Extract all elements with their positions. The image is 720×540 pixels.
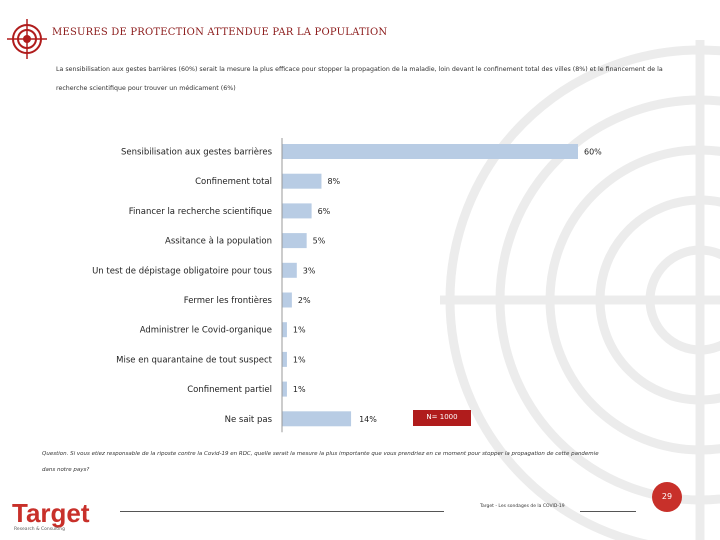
category-label-1: Sensibilisation aux gestes barrières (121, 147, 273, 158)
category-label-2: Confinement total (195, 177, 272, 187)
category-label-6: Fermer les frontières (184, 295, 273, 306)
data-label-6: 2% (298, 296, 311, 305)
category-label-7: Administrer le Covid-organique (140, 326, 272, 336)
target-logo-icon (7, 19, 47, 59)
intro-text: La sensibilisation aux gestes barrières … (56, 66, 663, 92)
category-label-8: Mise en quarantaine de tout suspect (116, 355, 273, 365)
brand-wordmark: Target (12, 498, 90, 528)
page-number: 29 (652, 482, 682, 512)
footer-source: Target - Les sondages de la COVID-19 (480, 504, 565, 509)
bar-5 (282, 262, 297, 278)
data-label-5: 3% (303, 266, 316, 275)
category-label-9: Confinement partiel (187, 385, 272, 395)
bar-8 (282, 351, 287, 367)
data-label-9: 1% (293, 385, 306, 394)
bar-1 (282, 144, 578, 159)
category-label-3: Financer la recherche scientifique (129, 207, 272, 217)
data-label-3: 6% (318, 207, 331, 216)
page-title: MESURES DE PROTECTION ATTENDUE PAR LA PO… (52, 27, 388, 38)
footer-divider-left (120, 511, 444, 512)
category-label-10: Ne sait pas (225, 415, 273, 425)
data-label-2: 8% (327, 177, 340, 186)
data-label-10: 14% (359, 415, 377, 424)
footer-divider-right (580, 511, 636, 512)
data-label-8: 1% (293, 355, 306, 364)
bar-9 (282, 381, 287, 397)
bar-4 (282, 233, 307, 249)
bar-7 (282, 322, 287, 338)
footer-brand-logo: Target Research & Consulting (12, 498, 107, 536)
data-label-1: 60% (584, 148, 602, 157)
bar-10 (282, 411, 352, 427)
category-label-5: Un test de dépistage obligatoire pour to… (92, 265, 272, 276)
sample-size-badge: N= 1000 (413, 410, 471, 426)
bar-6 (282, 292, 292, 308)
category-label-4: Assitance à la population (165, 237, 272, 247)
bar-3 (282, 203, 312, 219)
bar-2 (282, 173, 322, 189)
data-label-7: 1% (293, 326, 306, 335)
data-label-4: 5% (313, 237, 326, 246)
brand-subtitle: Research & Consulting (14, 526, 65, 532)
question-text: Question. Si vous etiez responsable de l… (42, 451, 599, 473)
